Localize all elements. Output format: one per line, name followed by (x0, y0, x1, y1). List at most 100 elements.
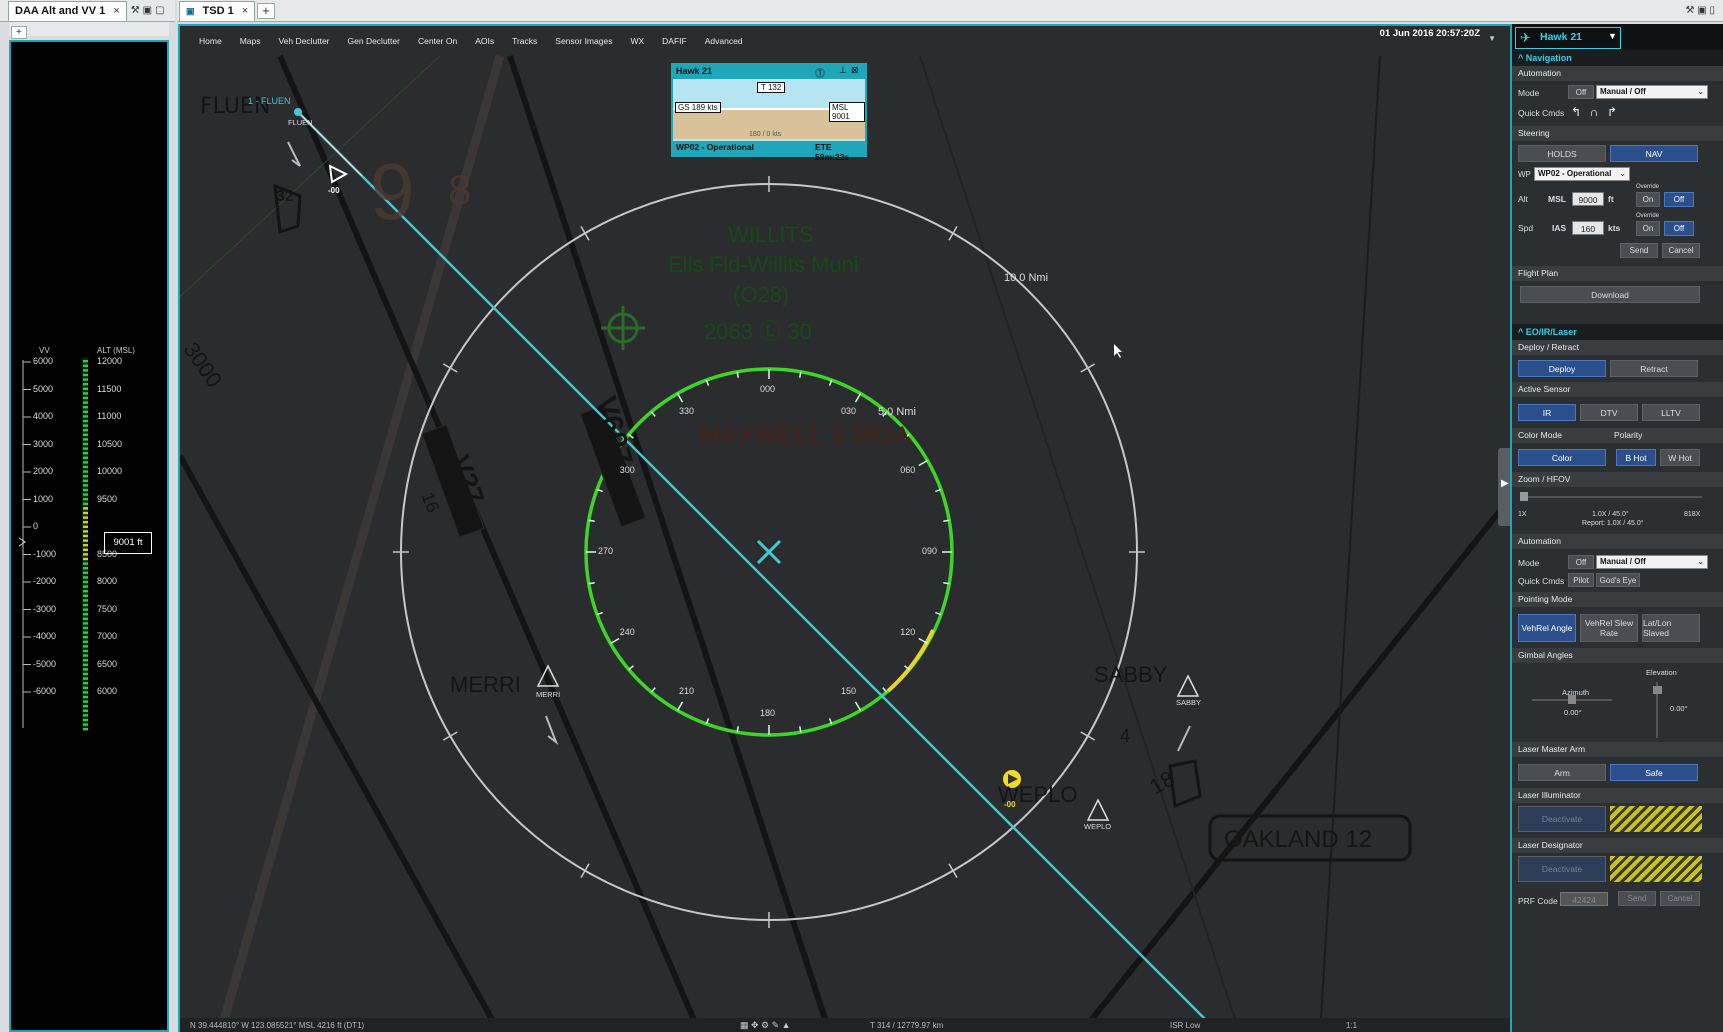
gods-eye-button[interactable]: God's Eye (1596, 573, 1640, 587)
menu-item-dafif[interactable]: DAFIF (662, 36, 687, 46)
zoom-slider-track[interactable] (1522, 496, 1702, 498)
retract-button[interactable]: Retract (1610, 360, 1698, 377)
alt-override-on-button[interactable]: On (1636, 192, 1660, 207)
pilot-button[interactable]: Pilot (1568, 573, 1594, 587)
menu-item-sensor-images[interactable]: Sensor Images (555, 36, 613, 46)
prf-code-input[interactable]: 42424 (1560, 892, 1608, 906)
dtv-button[interactable]: DTV (1580, 404, 1638, 421)
spd-override-off-button[interactable]: Off (1664, 221, 1694, 236)
vehrel-angle-button[interactable]: VehRel Angle (1518, 614, 1576, 642)
safe-button[interactable]: Safe (1610, 764, 1698, 781)
menu-item-gen-declutter[interactable]: Gen Declutter (347, 36, 400, 46)
menu-item-wx[interactable]: WX (630, 36, 645, 46)
vv-tick-label: -3000 (33, 603, 57, 614)
alt-tick-label: 10500 (97, 438, 123, 449)
compass-label: 000 (760, 384, 776, 394)
alt-override-off-button[interactable]: Off (1664, 192, 1694, 207)
elevation-slider[interactable] (1656, 682, 1658, 738)
warning-icon[interactable]: ⓵ (815, 69, 825, 80)
illuminator-deactivate-button[interactable]: Deactivate (1518, 806, 1606, 832)
azimuth-thumb[interactable] (1568, 695, 1576, 704)
add-tab-icon[interactable]: + (257, 2, 275, 19)
vv-tick-label: 4000 (33, 411, 54, 421)
window-controls-icon[interactable]: ⚒ ▣ ▯ (1685, 5, 1715, 16)
wrench-icon[interactable]: ⚒ (130, 5, 140, 16)
altitude-input[interactable]: 9000 (1572, 192, 1604, 206)
steering-cancel-button[interactable]: Cancel (1662, 243, 1700, 258)
download-button[interactable]: Download (1520, 286, 1700, 303)
speed-input[interactable]: 160 (1572, 221, 1604, 235)
navigation-section-header[interactable]: ^ Navigation (1512, 50, 1723, 66)
split-icon[interactable]: ▣ (142, 5, 153, 16)
prf-cancel-button[interactable]: Cancel (1660, 891, 1700, 906)
w-hot-button[interactable]: W Hot (1660, 449, 1700, 466)
mode2-off-button[interactable]: Off (1568, 555, 1594, 569)
nav-button[interactable]: NAV (1610, 145, 1698, 162)
chevron-down-icon: ⌄ (1619, 169, 1626, 178)
menu-item-tracks[interactable]: Tracks (512, 36, 538, 46)
menu-item-home[interactable]: Home (199, 36, 222, 46)
mode2-label: Mode (1518, 558, 1540, 568)
waypoint-select[interactable]: WP02 - Operational ⌄ (1534, 167, 1630, 181)
elevation-thumb[interactable] (1653, 686, 1662, 694)
vehicle-name: Hawk 21 (1540, 31, 1583, 43)
illuminator-warning-hatch (1610, 806, 1702, 832)
alt-label: Alt (1518, 194, 1528, 204)
menu-item-aois[interactable]: AOIs (475, 36, 495, 46)
alt-tick-label: 12000 (97, 356, 123, 366)
minimize-icon[interactable]: ▢ (155, 5, 165, 16)
b-hot-button[interactable]: B Hot (1616, 449, 1656, 466)
color-button[interactable]: Color (1518, 449, 1606, 466)
add-tab-icon[interactable]: + (11, 26, 27, 39)
mode-select[interactable]: Manual / Off ⌄ (1596, 85, 1708, 99)
close-icon[interactable]: × (113, 5, 120, 17)
u-turn-icon[interactable]: ∩ (1586, 104, 1602, 119)
tab-daa-alt-vv[interactable]: DAA Alt and VV 1 × (8, 0, 127, 21)
vehrel-slew-button[interactable]: VehRel Slew Rate (1580, 614, 1638, 642)
flight-instrument-box[interactable]: Hawk 21 ⓵ ⊥ ⊠ T 132 GS 189 kts MSL 9001 … (671, 63, 867, 162)
wind: 180 / 0 kts (749, 131, 782, 138)
alt-label: ALT (MSL) (97, 346, 135, 355)
turn-right-icon[interactable]: ↱ (1604, 104, 1620, 119)
close-icon[interactable]: × (241, 5, 249, 17)
deploy-button[interactable]: Deploy (1518, 360, 1606, 377)
aircraft-icon[interactable] (756, 539, 782, 565)
prf-send-button[interactable]: Send (1618, 891, 1656, 906)
msl-altitude: MSL 9001 (829, 102, 865, 122)
alt-tick-label: 9500 (97, 493, 118, 504)
menu-item-maps[interactable]: Maps (239, 36, 261, 46)
turn-left-icon[interactable]: ↰ (1568, 104, 1584, 119)
vv-tick-label: -2000 (33, 576, 57, 586)
ias-label: IAS (1552, 223, 1567, 233)
tab-tsd[interactable]: ▣ TSD 1 × (179, 0, 256, 21)
toolbar-icons[interactable]: ▦ ✥ ⚙ ✎ ▲ (740, 1019, 791, 1030)
mode-off-button[interactable]: Off (1568, 85, 1594, 99)
map-menu-bar: Home Maps Veh Declutter Gen Declutter Center… (180, 26, 1510, 56)
eo-section-header[interactable]: ^ EO/IR/Laser (1512, 324, 1723, 340)
menu-item-advanced[interactable]: Advanced (704, 36, 743, 46)
active-sensor-subheader: Active Sensor (1512, 382, 1723, 397)
zoom-slider-thumb[interactable] (1520, 492, 1528, 501)
holds-button[interactable]: HOLDS (1518, 145, 1606, 162)
compass-label: 210 (679, 686, 695, 697)
quick-cmds-label: Quick Cmds (1518, 108, 1565, 118)
datetime: 01 Jun 2016 20:57:20Z (1379, 28, 1480, 39)
designator-deactivate-button[interactable]: Deactivate (1518, 856, 1606, 882)
latlon-slaved-button[interactable]: Lat/Lon Slaved (1642, 614, 1700, 642)
arm-button[interactable]: Arm (1518, 764, 1606, 781)
menu-item-center-on[interactable]: Center On (417, 36, 458, 46)
panel-collapse-handle[interactable]: ▶ (1498, 448, 1510, 526)
map-canvas[interactable] (180, 26, 1510, 1032)
fluen-waypoint-label[interactable]: 1 - FLUEN (248, 96, 291, 106)
steering-send-button[interactable]: Send (1620, 243, 1658, 258)
chevron-down-icon[interactable]: ▼ (1608, 31, 1617, 41)
spd-override-on-button[interactable]: On (1636, 221, 1660, 236)
tactical-situation-display[interactable]: FLUEN 1 - FLUEN FLUEN -00 32 9 8 3000 WI… (178, 24, 1510, 1032)
pin-icon[interactable]: ⊥ (839, 65, 847, 75)
menu-item-veh-declutter[interactable]: Veh Declutter (278, 36, 330, 46)
chevron-down-icon[interactable]: ▼ (1488, 34, 1496, 43)
mode2-select[interactable]: Manual / Off ⌄ (1596, 555, 1708, 569)
ir-button[interactable]: IR (1518, 404, 1576, 421)
lltv-button[interactable]: LLTV (1642, 404, 1700, 421)
close-icon[interactable]: ⊠ (851, 65, 859, 75)
